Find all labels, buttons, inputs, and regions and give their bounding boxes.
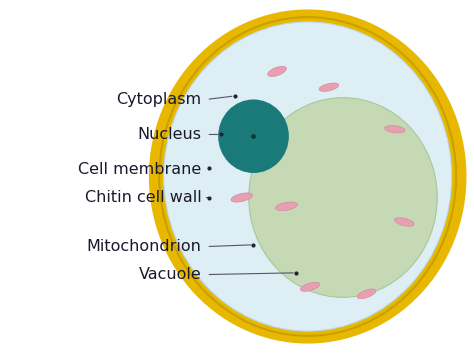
Ellipse shape xyxy=(275,202,298,211)
Ellipse shape xyxy=(301,282,319,291)
Ellipse shape xyxy=(159,17,456,336)
Ellipse shape xyxy=(394,218,414,226)
Ellipse shape xyxy=(319,83,339,91)
Text: Cell membrane: Cell membrane xyxy=(78,162,201,177)
Text: Nucleus: Nucleus xyxy=(137,127,201,142)
Ellipse shape xyxy=(231,193,253,202)
Ellipse shape xyxy=(218,100,289,173)
Text: Vacuole: Vacuole xyxy=(139,267,201,282)
Ellipse shape xyxy=(149,10,466,343)
Ellipse shape xyxy=(384,126,405,133)
Ellipse shape xyxy=(357,289,376,299)
Ellipse shape xyxy=(249,98,438,297)
Text: Cytoplasm: Cytoplasm xyxy=(117,92,201,107)
Ellipse shape xyxy=(268,66,286,77)
Text: Chitin cell wall: Chitin cell wall xyxy=(85,190,201,205)
Text: Mitochondrion: Mitochondrion xyxy=(87,239,201,254)
Ellipse shape xyxy=(164,22,452,331)
